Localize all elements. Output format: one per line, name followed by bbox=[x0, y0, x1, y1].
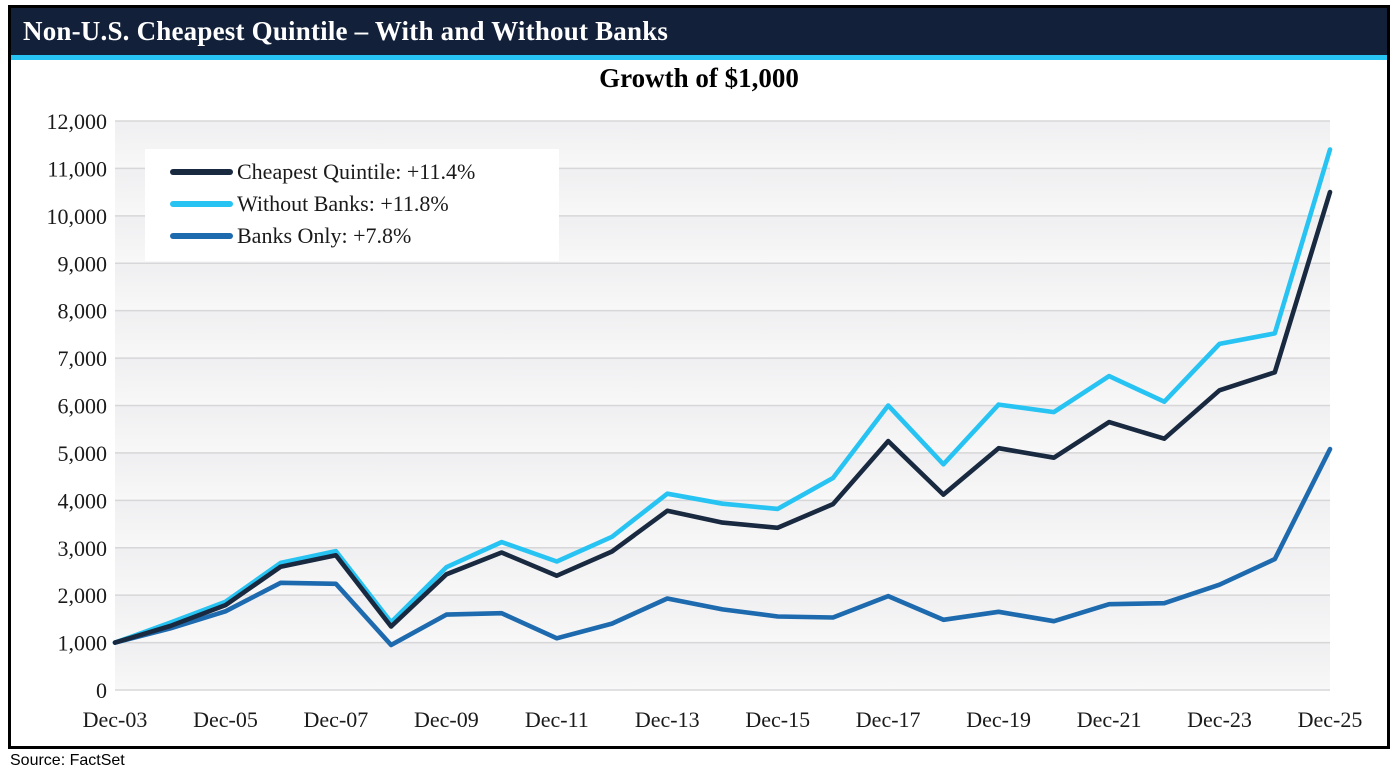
svg-text:Dec-11: Dec-11 bbox=[525, 707, 589, 732]
svg-text:Dec-13: Dec-13 bbox=[635, 707, 700, 732]
legend-item: Cheapest Quintile: +11.4% bbox=[145, 156, 559, 188]
svg-text:Dec-15: Dec-15 bbox=[745, 707, 810, 732]
svg-text:4,000: 4,000 bbox=[58, 488, 108, 513]
svg-text:1,000: 1,000 bbox=[58, 631, 108, 656]
accent-stripe bbox=[11, 55, 1387, 60]
svg-text:2,000: 2,000 bbox=[58, 583, 108, 608]
legend: Cheapest Quintile: +11.4% Without Banks:… bbox=[145, 149, 559, 261]
svg-text:Dec-09: Dec-09 bbox=[414, 707, 479, 732]
legend-swatch-cheapest-quintile bbox=[170, 169, 233, 175]
svg-text:11,000: 11,000 bbox=[47, 156, 107, 181]
svg-text:5,000: 5,000 bbox=[58, 441, 108, 466]
panel-header-title: Non-U.S. Cheapest Quintile – With and Wi… bbox=[23, 16, 669, 46]
svg-text:Dec-21: Dec-21 bbox=[1077, 707, 1142, 732]
svg-text:3,000: 3,000 bbox=[58, 536, 108, 561]
svg-text:Dec-19: Dec-19 bbox=[966, 707, 1031, 732]
svg-text:Dec-23: Dec-23 bbox=[1187, 707, 1252, 732]
svg-text:Dec-05: Dec-05 bbox=[193, 707, 258, 732]
panel-header: Non-U.S. Cheapest Quintile – With and Wi… bbox=[11, 8, 1387, 55]
legend-label: Banks Only: +7.8% bbox=[237, 223, 412, 248]
svg-text:9,000: 9,000 bbox=[58, 251, 108, 276]
chart-panel: Non-U.S. Cheapest Quintile – With and Wi… bbox=[8, 5, 1390, 749]
svg-text:Dec-17: Dec-17 bbox=[856, 707, 921, 732]
svg-text:Dec-25: Dec-25 bbox=[1298, 707, 1363, 732]
legend-label: Cheapest Quintile: +11.4% bbox=[237, 159, 476, 184]
legend-swatch-banks-only bbox=[170, 233, 233, 239]
legend-item: Banks Only: +7.8% bbox=[145, 220, 559, 252]
svg-text:6,000: 6,000 bbox=[58, 394, 108, 419]
legend-swatch-without-banks bbox=[170, 201, 233, 207]
svg-text:Dec-03: Dec-03 bbox=[83, 707, 148, 732]
legend-item: Without Banks: +11.8% bbox=[145, 188, 559, 220]
svg-text:8,000: 8,000 bbox=[58, 299, 108, 324]
chart-title: Growth of $1,000 bbox=[599, 63, 799, 93]
growth-line-chart: 0 1,000 2,000 3,000 4,000 5,000 6,000 7,000 8,00… bbox=[47, 109, 1363, 732]
svg-text:7,000: 7,000 bbox=[58, 346, 108, 371]
source-note: Source: FactSet bbox=[10, 752, 125, 769]
svg-text:12,000: 12,000 bbox=[47, 109, 108, 134]
legend-label: Without Banks: +11.8% bbox=[237, 191, 449, 216]
svg-text:0: 0 bbox=[96, 678, 107, 703]
svg-text:10,000: 10,000 bbox=[47, 204, 108, 229]
svg-text:Dec-07: Dec-07 bbox=[304, 707, 369, 732]
